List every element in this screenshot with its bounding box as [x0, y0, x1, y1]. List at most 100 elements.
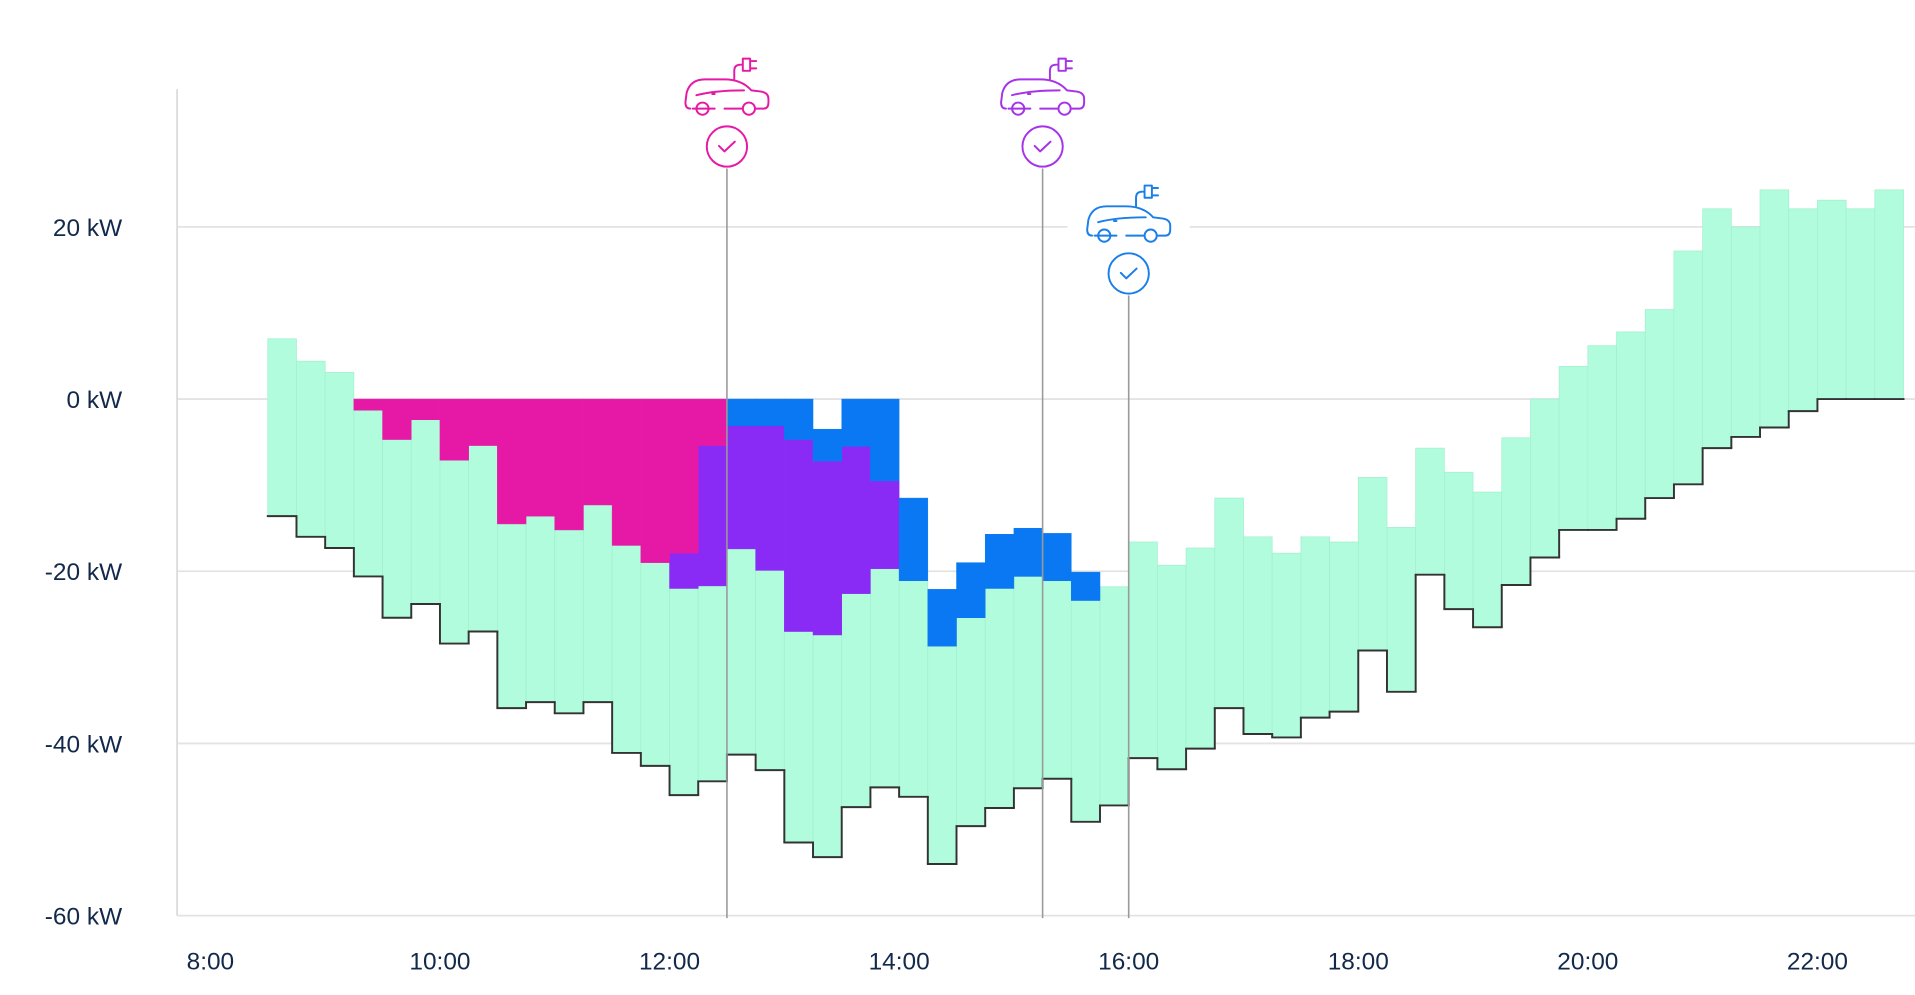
area-slot [382, 439, 412, 619]
area-slot [1042, 580, 1072, 780]
charge-segment [468, 398, 498, 446]
area-slot [1644, 309, 1675, 499]
x-tick-label: 16:00 [1098, 949, 1159, 976]
x-tick-label: 10:00 [409, 949, 470, 976]
area-slot [783, 631, 814, 843]
area-slot [1759, 189, 1790, 428]
area-slot [353, 409, 383, 577]
charge-segment [812, 428, 842, 462]
area-slot [870, 568, 900, 788]
area-slot [1702, 208, 1732, 449]
area-slot [697, 585, 728, 782]
area-slot [1587, 345, 1617, 531]
area-slot [1472, 491, 1503, 628]
area-slot [1300, 536, 1330, 718]
car-plug [733, 57, 758, 81]
charge-segment [382, 398, 412, 440]
y-tick-label: 0 kW [67, 387, 123, 414]
car-window [1097, 216, 1147, 224]
charge-segment [726, 398, 756, 427]
area-slot [1673, 250, 1704, 485]
y-tick-label: -60 kW [45, 904, 122, 931]
area-slot [812, 634, 843, 858]
charge-segment [870, 398, 900, 482]
area-slot [1616, 331, 1646, 520]
area-slot [410, 419, 441, 605]
area-slot [1243, 536, 1273, 735]
car-wheel [695, 101, 710, 116]
check-circle [1107, 252, 1150, 295]
area-slot [1128, 541, 1158, 759]
area-slot [1443, 471, 1474, 610]
area-slot [1415, 447, 1445, 576]
area-slot [296, 360, 326, 538]
area-slot [1386, 526, 1417, 693]
check-mark [1119, 267, 1138, 280]
overlay: -60 kW -40 kW -20 kW 0 kW 20 kW 8:00 10:00 12:0… [45, 57, 1848, 976]
charge-segment [697, 398, 728, 446]
car-wheel [741, 101, 756, 116]
area-slot [1157, 564, 1187, 770]
area-slot [669, 588, 699, 796]
area-slot [554, 529, 584, 714]
car-window [1011, 89, 1061, 97]
area-slot [1730, 226, 1761, 438]
area-slot [1099, 586, 1130, 806]
area-slot [956, 617, 986, 827]
charge-segment [554, 398, 584, 531]
charge-segment [611, 398, 642, 546]
charge-segment [583, 398, 613, 506]
charge-segment [353, 398, 383, 411]
x-tick-label: 12:00 [639, 949, 700, 976]
car-icon [1067, 184, 1190, 267]
car-plug [1048, 57, 1073, 81]
check-mark [1033, 140, 1052, 153]
area-slot [583, 504, 613, 703]
charge-segment [439, 398, 469, 461]
check-circle [705, 125, 749, 168]
charge-segment [841, 398, 871, 447]
area-slot [1185, 547, 1216, 749]
area-slot [496, 523, 527, 709]
car-wheel [1011, 101, 1026, 116]
area-slot [267, 338, 297, 517]
x-tick-label: 8:00 [187, 949, 235, 976]
charge-segment [784, 439, 814, 632]
area-slot [525, 515, 556, 703]
x-tick-label: 22:00 [1787, 949, 1848, 976]
area-slot [726, 548, 756, 756]
check-circle [1021, 125, 1064, 168]
charge-segment [870, 480, 900, 569]
charge-segment [984, 533, 1015, 589]
area-slot [1070, 600, 1101, 823]
area-slot [1271, 552, 1302, 738]
charge-segment [1013, 527, 1043, 577]
car-window [695, 89, 746, 97]
area-slot [1558, 365, 1589, 531]
area-slot [1530, 398, 1560, 558]
car-wheel [1097, 228, 1112, 243]
charge-segment [1042, 533, 1072, 581]
area-slot [1501, 437, 1531, 586]
charge-segment [812, 460, 842, 636]
charge-segment [841, 446, 871, 594]
area-slot [755, 570, 785, 771]
charge-segment [669, 552, 699, 589]
y-tick-label: -40 kW [45, 731, 122, 758]
check-mark [718, 140, 736, 153]
charge-segment [755, 398, 785, 427]
charge-segment [726, 425, 756, 550]
area-slot [1817, 199, 1847, 400]
area-slot [1788, 208, 1818, 412]
area-slot [898, 580, 929, 798]
charge-segment [525, 398, 555, 517]
y-tick-label: -20 kW [45, 559, 122, 586]
charge-segment [640, 398, 670, 563]
area-slot [439, 459, 470, 644]
charge-segment [1071, 571, 1101, 601]
area-slot [640, 562, 670, 767]
area-slot [1214, 497, 1244, 709]
area-slot [468, 445, 498, 632]
area-slot [1845, 208, 1876, 400]
